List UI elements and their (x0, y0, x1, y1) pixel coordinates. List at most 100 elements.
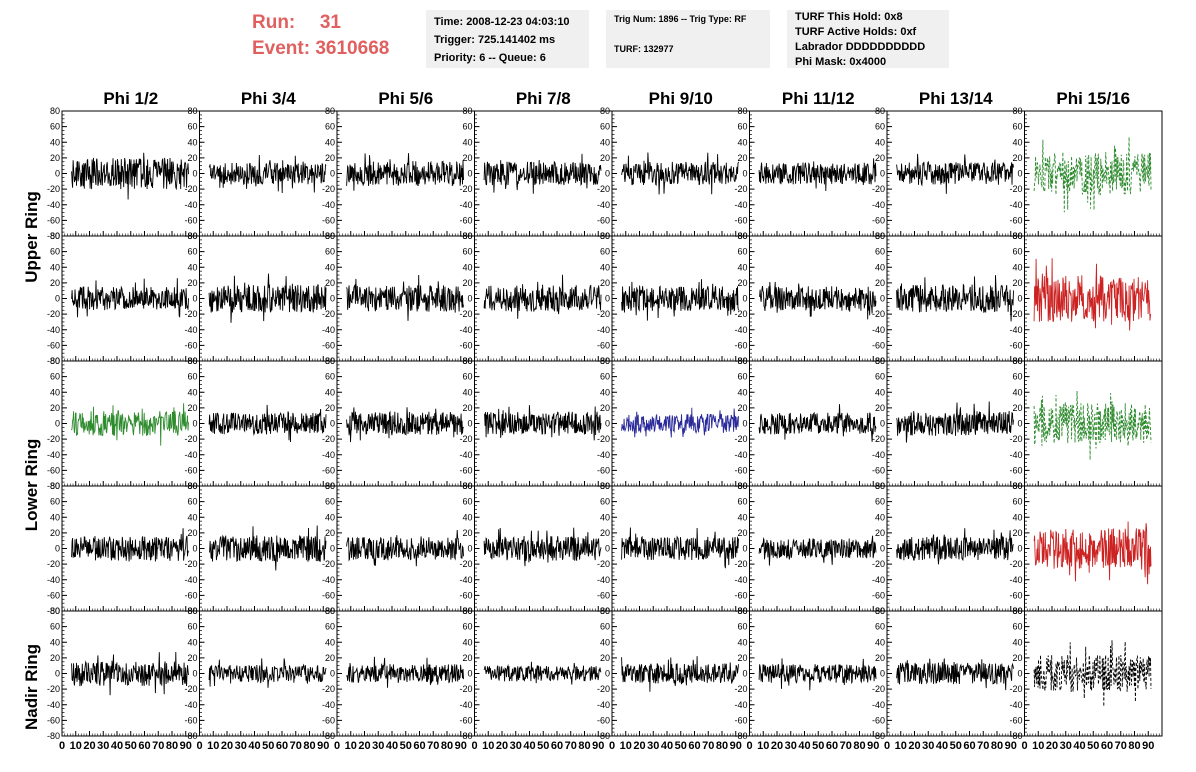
y-tick-label: -60 (597, 340, 610, 350)
x-tick-label: 10 (207, 740, 219, 752)
y-tick-label: 40 (1012, 387, 1022, 397)
y-tick-label: -20 (734, 434, 747, 444)
y-tick-label: 0 (55, 419, 60, 429)
y-tick-label: 0 (192, 544, 197, 554)
x-tick-label: 30 (647, 740, 659, 752)
y-tick-label: 20 (737, 278, 747, 288)
waveform-trace (483, 274, 602, 319)
y-tick-label: 0 (1017, 419, 1022, 429)
y-tick-label: -80 (734, 731, 747, 741)
x-tick-label: 60 (276, 740, 288, 752)
y-tick-label: 60 (50, 247, 60, 257)
y-tick-label: 60 (737, 247, 747, 257)
waveform-trace (896, 528, 1014, 565)
x-tick-label: 10 (757, 740, 769, 752)
column-header: Phi 9/10 (649, 89, 713, 108)
y-tick-label: 40 (875, 137, 885, 147)
waveform-trace (621, 527, 739, 569)
x-tick-label: 0 (884, 740, 890, 752)
labrador-text: Labrador DDDDDDDDDD (795, 41, 926, 53)
y-tick-label: -40 (734, 200, 747, 210)
y-tick-label: 0 (467, 169, 472, 179)
x-tick-label: 90 (592, 740, 604, 752)
x-tick-label: 30 (1060, 740, 1072, 752)
waveform-trace (621, 656, 739, 692)
waveform-trace (896, 401, 1014, 443)
y-tick-label: 40 (50, 137, 60, 147)
y-tick-label: -60 (47, 590, 60, 600)
y-tick-label: 0 (1017, 169, 1022, 179)
x-tick-label: 40 (248, 740, 260, 752)
y-tick-label: -60 (322, 590, 335, 600)
x-tick-label: 20 (1046, 740, 1058, 752)
x-tick-label: 40 (936, 740, 948, 752)
y-tick-label: 40 (325, 387, 335, 397)
y-tick-label: 40 (462, 387, 472, 397)
turf-active-text: TURF Active Holds: 0xf (795, 26, 917, 38)
ring-label: Nadir Ring (22, 644, 41, 730)
y-tick-label: -60 (734, 590, 747, 600)
y-tick-label: 80 (187, 231, 197, 241)
y-tick-label: 0 (605, 669, 610, 679)
y-tick-label: 60 (1012, 122, 1022, 132)
waveform-trace (208, 154, 327, 194)
y-tick-label: 20 (737, 653, 747, 663)
x-tick-label: 10 (895, 740, 907, 752)
turf-text: TURF: 132977 (614, 44, 674, 54)
waveform-trace (208, 658, 327, 688)
y-tick-label: -60 (184, 340, 197, 350)
y-tick-label: 20 (737, 153, 747, 163)
y-tick-label: -80 (459, 731, 472, 741)
x-tick-label: 20 (496, 740, 508, 752)
y-tick-label: -40 (459, 325, 472, 335)
y-tick-label: 40 (600, 387, 610, 397)
x-tick-label: 70 (565, 740, 577, 752)
y-tick-label: -60 (872, 340, 885, 350)
phi-mask-text: Phi Mask: 0x4000 (795, 56, 887, 68)
y-tick-label: 60 (325, 247, 335, 257)
x-tick-label: 50 (537, 740, 549, 752)
x-tick-label: 40 (386, 740, 398, 752)
y-tick-label: 40 (600, 262, 610, 272)
y-tick-label: 20 (187, 653, 197, 663)
waveform-trace (483, 527, 602, 567)
waveform-trace (621, 407, 739, 438)
y-tick-label: -20 (872, 184, 885, 194)
y-tick-label: 60 (737, 622, 747, 632)
waveform-trace (209, 525, 327, 571)
y-tick-label: 60 (187, 122, 197, 132)
y-tick-label: 40 (737, 512, 747, 522)
y-tick-label: 80 (1012, 356, 1022, 366)
y-tick-label: -40 (47, 575, 60, 585)
y-tick-label: 60 (187, 247, 197, 257)
y-tick-label: 0 (467, 294, 472, 304)
y-tick-label: -20 (1009, 434, 1022, 444)
y-tick-label: -60 (322, 715, 335, 725)
run-event-display: Run: 31 Event: 3610668 (252, 10, 422, 62)
waveform-trace (71, 403, 189, 446)
y-tick-label: 40 (600, 637, 610, 647)
y-tick-label: -60 (459, 215, 472, 225)
x-tick-label: 0 (471, 740, 477, 752)
y-tick-label: -60 (184, 590, 197, 600)
x-tick-label: 40 (523, 740, 535, 752)
y-tick-label: 20 (462, 153, 472, 163)
waveform-trace (1033, 640, 1152, 707)
y-tick-label: 80 (50, 231, 60, 241)
y-tick-label: 80 (1012, 481, 1022, 491)
y-tick-label: 0 (55, 669, 60, 679)
y-tick-label: 20 (50, 528, 60, 538)
column-header: Phi 11/12 (782, 89, 855, 108)
y-tick-label: -60 (459, 340, 472, 350)
y-tick-label: 40 (737, 387, 747, 397)
y-tick-label: -60 (184, 715, 197, 725)
y-tick-label: -60 (872, 465, 885, 475)
y-tick-label: -60 (597, 215, 610, 225)
y-tick-label: 80 (737, 106, 747, 116)
x-tick-label: 80 (166, 740, 178, 752)
y-tick-label: 60 (462, 122, 472, 132)
y-tick-label: 20 (600, 653, 610, 663)
y-tick-label: 0 (330, 544, 335, 554)
turf-hold-box: TURF This Hold: 0x8 TURF Active Holds: 0… (787, 10, 949, 68)
